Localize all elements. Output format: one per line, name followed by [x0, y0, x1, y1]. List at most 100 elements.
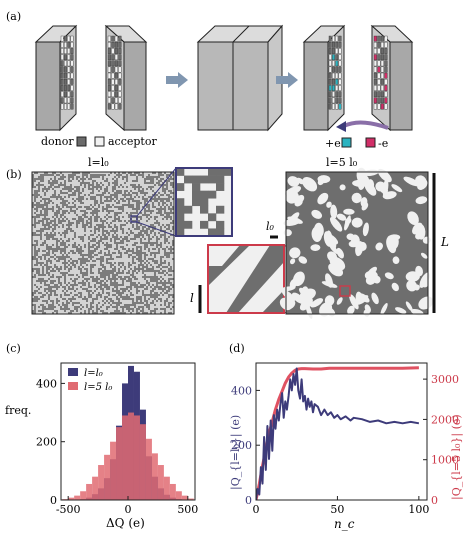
grid-cell: [60, 78, 64, 85]
legend-minus-swatch: [365, 137, 376, 148]
grid-cell: [64, 60, 67, 67]
light-domain: [286, 191, 299, 204]
zoom-inset-left: [175, 167, 233, 237]
light-domain: [329, 256, 346, 271]
grid-cell: [64, 78, 67, 85]
light-domain: [375, 242, 383, 251]
grid-cell: [328, 78, 332, 85]
grid-cell: [70, 35, 74, 42]
grid-cell: [338, 103, 342, 110]
grid-cell: [335, 103, 339, 110]
grid-cell: [70, 103, 74, 110]
grid-cell: [70, 60, 74, 67]
light-domain: [420, 252, 428, 259]
grid-cell: [107, 60, 111, 67]
histogram-bar: [68, 497, 75, 500]
zoom-pixel: [200, 198, 209, 207]
grid-cell: [338, 60, 342, 67]
grid-cell: [70, 91, 74, 98]
grid-cell: [70, 78, 74, 85]
charged-grid-minus: [373, 35, 388, 110]
grid-cell: [114, 66, 118, 73]
light-domain: [339, 184, 346, 191]
donor-acceptor-grid: [60, 35, 74, 110]
zoom-pixel: [176, 205, 185, 214]
grid-cell: [332, 66, 335, 73]
zoom-pixel: [184, 205, 193, 214]
grid-cell: [64, 35, 67, 42]
grid-cell: [332, 103, 335, 110]
panel-b-label: (b): [6, 168, 22, 181]
histogram-bars: [62, 365, 194, 500]
grid-cell: [328, 66, 332, 73]
grid-cell: [338, 54, 342, 61]
histogram-bar: [122, 415, 128, 500]
scale-label-l: l: [190, 291, 194, 305]
zoom-pixel: [208, 213, 217, 222]
grid-cell: [338, 85, 342, 91]
grid-cell: [384, 35, 388, 42]
chart-d-xlabel: n_c: [334, 517, 355, 531]
legend-minus-label: -e: [378, 137, 388, 150]
grid-cell: [373, 48, 377, 54]
zoom-pixel: [192, 183, 201, 191]
block-separated-left: [34, 24, 78, 132]
chart-d-ylabel-left: |Q_{l=l₀}| (e): [229, 415, 243, 490]
light-domain: [380, 302, 388, 316]
grid-cell: [107, 66, 111, 73]
grid-cell: [380, 60, 384, 67]
grid-cell: [64, 41, 67, 48]
light-domain: [415, 265, 423, 277]
grid-cell: [60, 54, 64, 61]
histogram-bar: [104, 454, 111, 500]
light-domain: [326, 201, 332, 208]
x-tick-label: -500: [56, 503, 81, 516]
grid-cell: [114, 72, 118, 79]
legend-donor-swatch: [76, 136, 87, 147]
histogram-bar: [181, 495, 188, 500]
grid-cell: [332, 48, 335, 54]
grid-cell: [373, 85, 377, 91]
histogram-bar: [98, 465, 105, 500]
grid-cell: [67, 91, 71, 98]
grid-cell: [384, 48, 388, 54]
grid-cell: [70, 54, 74, 61]
grid-cell: [107, 78, 111, 85]
grid-cell: [338, 66, 342, 73]
histogram-bar: [139, 424, 146, 500]
zoom-pixel: [208, 168, 217, 176]
light-domain: [283, 218, 300, 226]
y-tick-label-left: 200: [231, 439, 252, 452]
grid-cell: [67, 103, 71, 110]
grid-cell: [377, 48, 381, 54]
grid-cell: [107, 72, 111, 79]
light-domain: [298, 256, 308, 264]
light-domain: [407, 211, 419, 226]
grid-cell: [377, 97, 381, 104]
grid-cell: [118, 97, 122, 104]
grid-cell: [107, 97, 111, 104]
grid-cell: [384, 66, 388, 73]
grid-cell: [332, 85, 335, 91]
legend-donor-label: donor: [41, 135, 74, 148]
light-domain: [406, 280, 417, 292]
light-domain: [317, 192, 329, 205]
y-tick-label: 400: [36, 377, 57, 390]
grid-cell: [64, 91, 67, 98]
light-domain: [343, 208, 355, 215]
grid-cell: [64, 48, 67, 54]
light-domain: [384, 272, 394, 280]
grid-cell: [118, 66, 122, 73]
grid-cell: [328, 103, 332, 110]
grid-cell: [64, 54, 67, 61]
grid-cell: [384, 97, 388, 104]
light-domain: [364, 181, 377, 196]
zoom-domain: [238, 262, 284, 313]
grid-cell: [373, 54, 377, 61]
grid-cell: [111, 60, 115, 67]
zoom-pixel: [216, 205, 225, 214]
x-tick-label: 0: [125, 503, 132, 516]
grid-cell: [380, 78, 384, 85]
grid-cell: [111, 91, 115, 98]
grid-cell: [377, 60, 381, 67]
